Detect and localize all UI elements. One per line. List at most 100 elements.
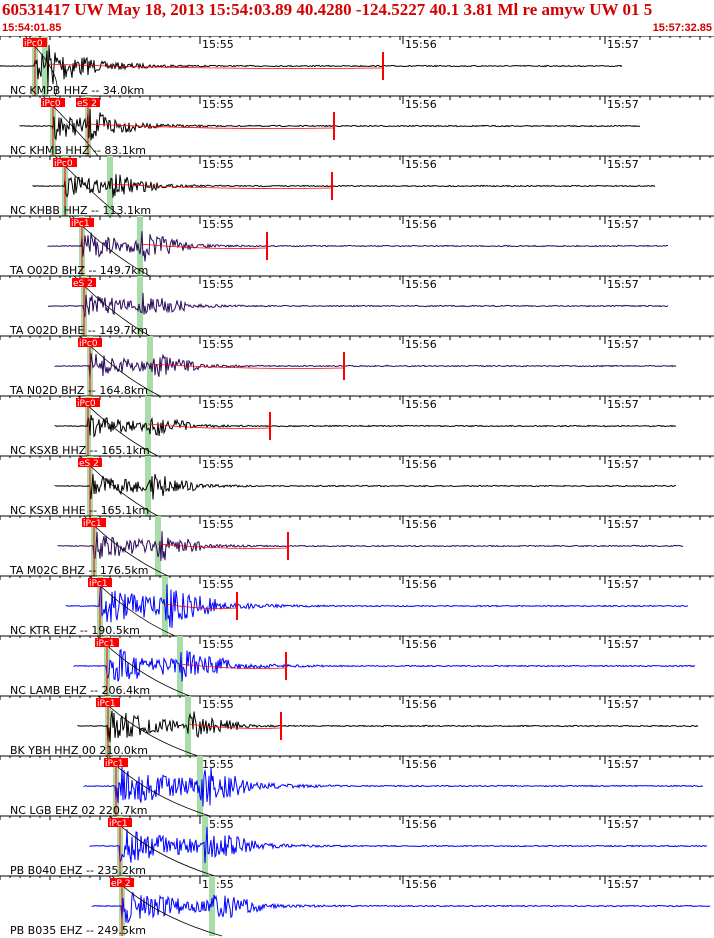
minute-tick-label: 15:57 xyxy=(607,38,639,51)
pick-flag[interactable] xyxy=(76,98,100,107)
trace-row[interactable]: 15:55 15:56 15:57 iPc1 TA M02C BHZ -- 176.5k… xyxy=(0,515,714,577)
pick-flag[interactable] xyxy=(82,518,106,527)
pick-label: iPc0 xyxy=(42,99,61,109)
seismogram-svg[interactable]: 15:55 15:56 15:57 iPc0 NC KMPB HHZ -- 34.0km… xyxy=(0,36,714,938)
pick-label: iPc1 xyxy=(109,819,128,829)
station-label: TA M02C BHZ -- 176.5km xyxy=(9,564,148,577)
station-label: TA O02D BHE -- 149.7km xyxy=(9,324,148,337)
pick-flag[interactable] xyxy=(95,638,119,647)
s-theoretical-band xyxy=(137,276,143,336)
station-label: NC LAMB EHZ -- 206.4km xyxy=(10,684,150,697)
pick-flag[interactable] xyxy=(88,578,112,587)
minute-tick-label: 15:57 xyxy=(607,878,639,891)
trace-row[interactable]: 15:55 15:56 15:57 iPc1 PB B040 EHZ -- 235.2k… xyxy=(0,815,714,877)
waveform xyxy=(73,649,696,682)
trace-row[interactable]: 15:55 15:56 15:57 iPc0 NC KHBB HHZ -- 113.1k… xyxy=(0,155,714,217)
pick-label: eS 2 xyxy=(77,99,97,109)
minute-tick-label: 15:57 xyxy=(607,218,639,231)
pick-flag[interactable] xyxy=(96,698,120,707)
minute-tick-label: 15:57 xyxy=(607,638,639,651)
waveform xyxy=(83,766,704,807)
trace-row[interactable]: 15:55 15:56 15:57 iPc1 BK YBH HHZ 00 210.0km xyxy=(0,695,714,757)
pick-flag[interactable] xyxy=(53,158,77,167)
minute-tick-label: 15:56 xyxy=(405,38,437,51)
pick-label: iPc1 xyxy=(96,639,115,649)
station-label: PB B040 EHZ -- 235.2km xyxy=(10,864,146,877)
minute-tick-label: 15:57 xyxy=(607,458,639,471)
waveform xyxy=(32,174,656,198)
pick-flag[interactable] xyxy=(78,458,102,467)
s-theoretical-band xyxy=(155,516,161,576)
pick-label: iPc1 xyxy=(89,579,108,589)
trace-row[interactable]: 15:55 15:56 15:57 eS 2 TA O02D BHE -- 149.7k… xyxy=(0,275,714,337)
trace-row[interactable]: 15:55 15:56 15:57 eS 2 NC KSXB HHE -- 165.1k… xyxy=(0,455,714,517)
pick-label: iPc0 xyxy=(54,159,73,169)
minute-tick-label: 15:55 xyxy=(202,278,234,291)
waveform xyxy=(77,710,699,743)
pick-flag[interactable] xyxy=(72,278,96,287)
station-label: TA O02D BHZ -- 149.7km xyxy=(9,264,148,277)
trace-row[interactable]: 15:55 15:56 15:57 iPc1 NC KTR EHZ -- 190.5km xyxy=(0,575,714,637)
pick-flag[interactable] xyxy=(104,758,128,767)
trace-row[interactable]: 15:55 15:56 15:57 iPc0 NC KSXB HHZ -- 165.1k… xyxy=(0,395,714,457)
trace-row[interactable]: 15:55 15:56 15:57 iPc0 TA N02D BHZ -- 164.8k… xyxy=(0,335,714,397)
pick-flag[interactable] xyxy=(110,878,134,887)
waveform xyxy=(65,584,689,628)
trace-row[interactable]: 15:55 15:56 15:57 iPc1 TA O02D BHZ -- 149.7k… xyxy=(0,215,714,277)
pick-flag[interactable] xyxy=(78,338,102,347)
station-label: TA N02D BHZ -- 164.8km xyxy=(9,384,148,397)
minute-tick-label: 15:57 xyxy=(607,278,639,291)
coda-curve xyxy=(109,183,333,189)
pick-flag[interactable] xyxy=(41,98,65,107)
pick-label: iPc1 xyxy=(83,519,102,529)
s-theoretical-band xyxy=(197,756,203,816)
minute-tick-label: 15:57 xyxy=(607,398,639,411)
coda-curve xyxy=(147,423,271,429)
minute-tick-label: 15:56 xyxy=(405,518,437,531)
minute-tick-label: 15:56 xyxy=(405,338,437,351)
minute-tick-label: 15:56 xyxy=(405,758,437,771)
window-end-time: 15:57:32.85 xyxy=(652,22,712,34)
minute-tick-label: 15:55 xyxy=(202,338,234,351)
minute-tick-label: 15:57 xyxy=(607,98,639,111)
pick-flag[interactable] xyxy=(70,218,94,227)
minute-tick-label: 15:55 xyxy=(202,98,234,111)
pick-flag[interactable] xyxy=(23,38,47,47)
trace-row[interactable]: 15:55 15:56 15:57 iPc0 eS 2 NC KHMB HHZ -- 83… xyxy=(0,95,714,157)
minute-tick-label: 15:56 xyxy=(405,698,437,711)
pick-flag[interactable] xyxy=(76,398,100,407)
minute-tick-label: 15:55 xyxy=(202,758,234,771)
seismogram-panel[interactable]: 15:55 15:56 15:57 iPc0 NC KMPB HHZ -- 34.0km… xyxy=(0,36,714,938)
station-label: NC KHBB HHZ -- 113.1km xyxy=(10,204,151,217)
minute-tick-label: 15:55 xyxy=(202,698,234,711)
minute-tick-label: 15:56 xyxy=(405,578,437,591)
trace-row[interactable]: 15:55 15:56 15:57 iPc1 NC LAMB EHZ -- 206.4k… xyxy=(0,635,714,697)
s-theoretical-band xyxy=(137,216,143,276)
pick-label: iPc1 xyxy=(97,699,116,709)
coda-curve xyxy=(164,603,238,609)
s-theoretical-band xyxy=(202,816,208,876)
minute-tick-label: 15:55 xyxy=(202,578,234,591)
pick-label: iPc0 xyxy=(77,399,96,409)
coda-curve xyxy=(157,543,289,549)
trace-row[interactable]: 15:55 15:56 15:57 iPc0 NC KMPB HHZ -- 34.0km xyxy=(0,36,714,97)
minute-tick-label: 15:56 xyxy=(405,158,437,171)
station-label: NC LGB EHZ 02 220.7km xyxy=(10,804,147,817)
window-start-time: 15:54:01.85 xyxy=(2,22,62,34)
station-label: NC KMPB HHZ -- 34.0km xyxy=(10,84,144,97)
minute-tick-label: 15:55 xyxy=(202,878,234,891)
coda-curve xyxy=(187,723,282,729)
header: 60531417 UW May 18, 2013 15:54:03.89 40.… xyxy=(0,0,714,37)
station-label: NC KTR EHZ -- 190.5km xyxy=(10,624,140,637)
waveform xyxy=(47,231,669,262)
minute-tick-label: 15:55 xyxy=(202,638,234,651)
station-label: NC KHMB HHZ -- 83.1km xyxy=(10,144,146,157)
trace-row[interactable]: 15:55 15:56 15:57 eP 2 PB B035 EHZ -- 249.5k… xyxy=(0,875,714,937)
station-label: BK YBH HHZ 00 210.0km xyxy=(10,744,148,757)
trace-row[interactable]: 15:55 15:56 15:57 iPc1 NC LGB EHZ 02 220.7km xyxy=(0,755,714,817)
minute-tick-label: 15:56 xyxy=(405,398,437,411)
waveform xyxy=(91,892,711,924)
waveform xyxy=(47,292,669,318)
pick-flag[interactable] xyxy=(108,818,132,827)
station-label: NC KSXB HHZ -- 165.1km xyxy=(10,444,150,457)
